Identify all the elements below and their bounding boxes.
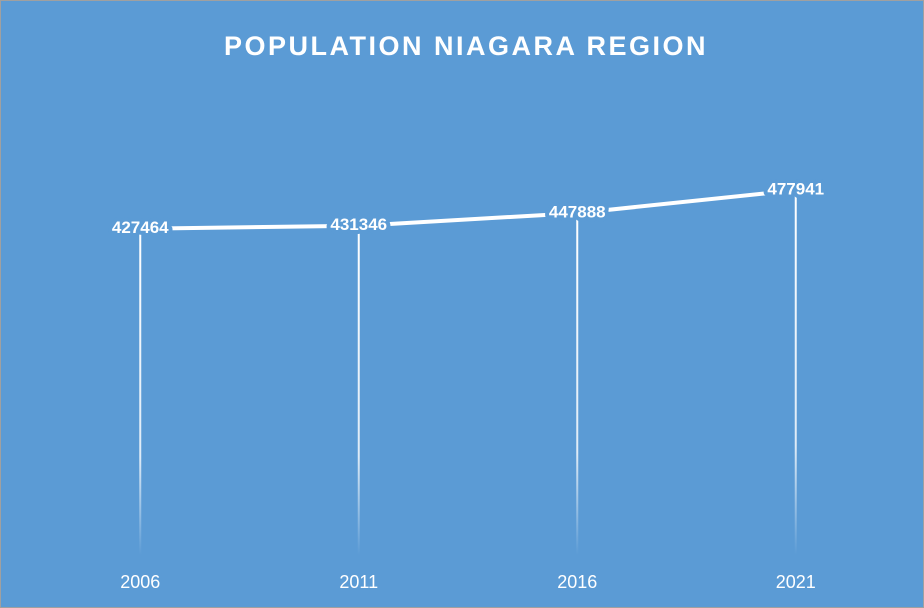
drop-line: [357, 225, 360, 555]
data-label: 477941: [767, 180, 824, 199]
drop-line: [139, 228, 142, 555]
data-label: 431346: [330, 215, 387, 234]
x-tick-label: 2011: [339, 572, 378, 592]
line: [138, 188, 798, 231]
chart-title: POPULATION NIAGARA REGION: [224, 31, 708, 61]
data-label: 427464: [112, 218, 169, 237]
x-tick-label: 2006: [120, 572, 160, 592]
x-tick-label: 2021: [776, 572, 816, 592]
drop-line: [576, 213, 579, 555]
drop-line: [794, 190, 797, 556]
x-tick-label: 2016: [557, 572, 597, 592]
data-label: 447888: [549, 203, 606, 222]
